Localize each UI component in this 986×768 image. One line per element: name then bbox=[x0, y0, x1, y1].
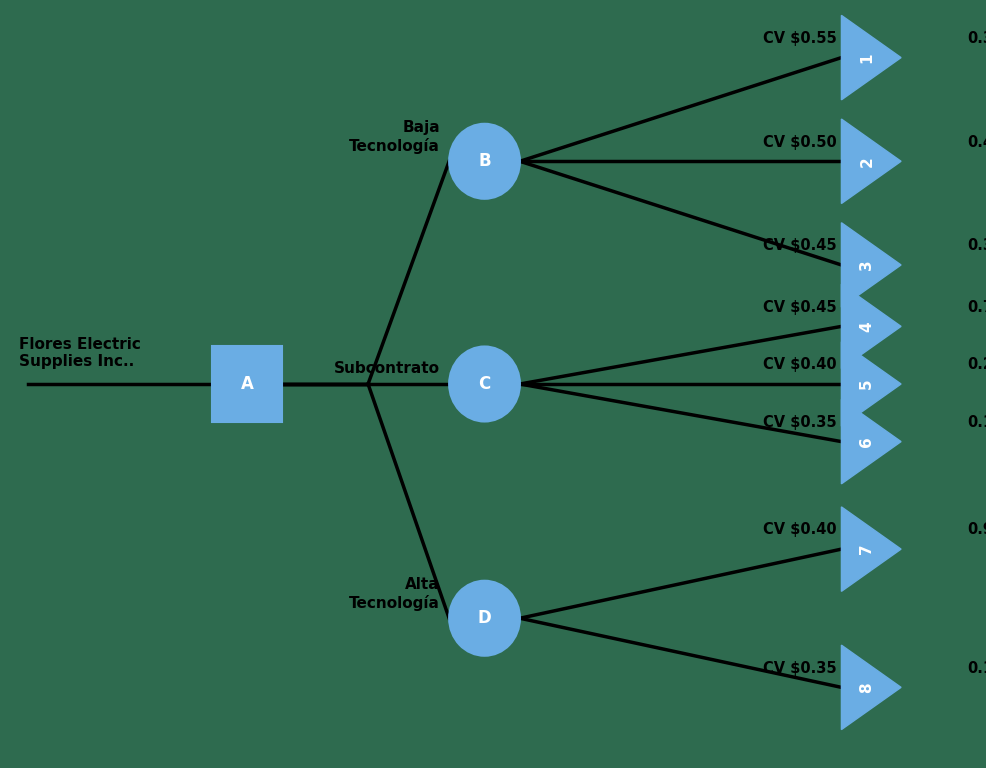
Text: Flores Electric
Supplies Inc..: Flores Electric Supplies Inc.. bbox=[19, 337, 140, 369]
Text: CV $0.45: CV $0.45 bbox=[762, 238, 836, 253]
Text: 7: 7 bbox=[859, 544, 874, 554]
Text: Baja
Tecnología: Baja Tecnología bbox=[349, 120, 440, 154]
Ellipse shape bbox=[449, 581, 520, 656]
Polygon shape bbox=[841, 645, 900, 730]
Polygon shape bbox=[841, 223, 900, 307]
Polygon shape bbox=[841, 284, 900, 369]
Polygon shape bbox=[841, 15, 900, 100]
Text: CV $0.50: CV $0.50 bbox=[762, 134, 836, 150]
Text: CV $0.40: CV $0.40 bbox=[762, 522, 836, 538]
Text: 0.7: 0.7 bbox=[966, 300, 986, 315]
Text: 0.1: 0.1 bbox=[966, 415, 986, 430]
Text: CV $0.35: CV $0.35 bbox=[762, 415, 836, 430]
Text: CV $0.40: CV $0.40 bbox=[762, 357, 836, 372]
Polygon shape bbox=[841, 119, 900, 204]
Polygon shape bbox=[841, 399, 900, 484]
Text: Alta
Tecnología: Alta Tecnología bbox=[349, 577, 440, 611]
Text: 0.3: 0.3 bbox=[966, 31, 986, 46]
Text: 0.1: 0.1 bbox=[966, 660, 986, 676]
Text: 8: 8 bbox=[859, 682, 874, 693]
Text: 3: 3 bbox=[859, 260, 874, 270]
FancyBboxPatch shape bbox=[211, 346, 282, 422]
Text: 1: 1 bbox=[859, 52, 874, 63]
Text: 4: 4 bbox=[859, 321, 874, 332]
Text: CV $0.55: CV $0.55 bbox=[762, 31, 836, 46]
Ellipse shape bbox=[449, 346, 520, 422]
Text: 0.3: 0.3 bbox=[966, 238, 986, 253]
Text: A: A bbox=[241, 375, 253, 393]
Text: 2: 2 bbox=[859, 156, 874, 167]
Text: 6: 6 bbox=[859, 436, 874, 447]
Polygon shape bbox=[841, 342, 900, 426]
Text: CV $0.35: CV $0.35 bbox=[762, 660, 836, 676]
Text: 0.9: 0.9 bbox=[966, 522, 986, 538]
Ellipse shape bbox=[449, 124, 520, 199]
Polygon shape bbox=[841, 507, 900, 591]
Text: Subcontrato: Subcontrato bbox=[333, 361, 440, 376]
Text: CV $0.45: CV $0.45 bbox=[762, 300, 836, 315]
Text: B: B bbox=[478, 152, 490, 170]
Text: 5: 5 bbox=[859, 379, 874, 389]
Text: C: C bbox=[478, 375, 490, 393]
Text: 0.2: 0.2 bbox=[966, 357, 986, 372]
Text: 0.4: 0.4 bbox=[966, 134, 986, 150]
Text: D: D bbox=[477, 609, 491, 627]
